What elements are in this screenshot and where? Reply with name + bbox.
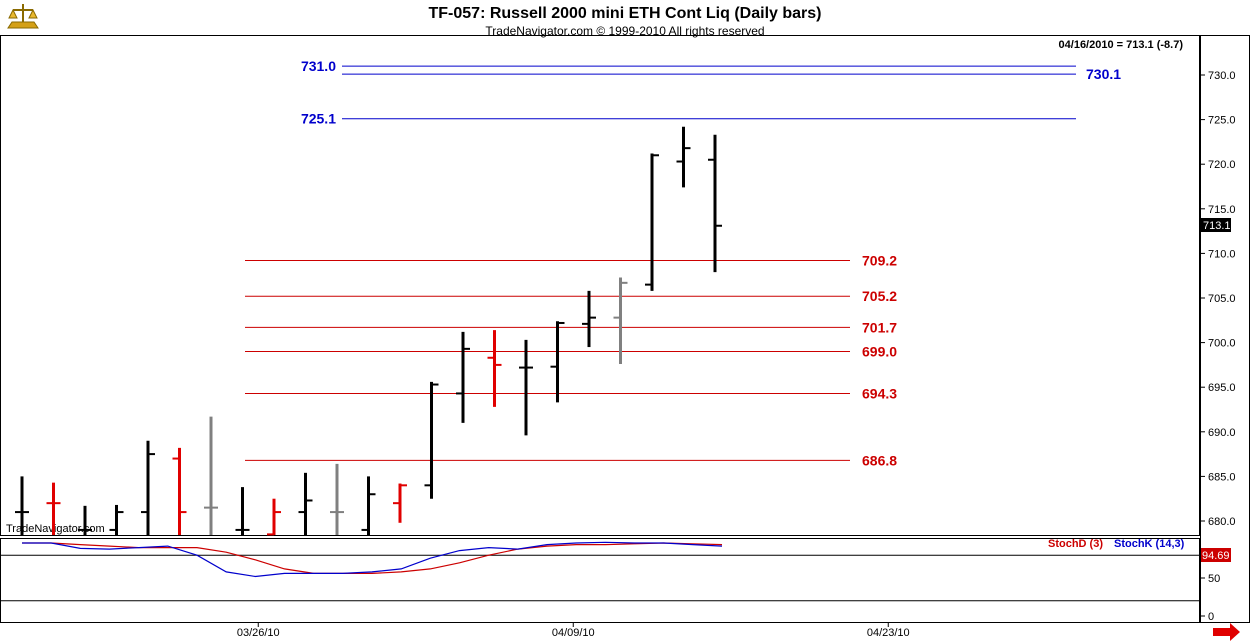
y-tick-label: 700.0	[1208, 338, 1236, 350]
y-tick-label: 725.0	[1208, 115, 1236, 127]
last-price-label: 713.1	[1203, 220, 1231, 232]
x-tick-label: 03/26/10	[237, 627, 280, 639]
x-tick-label: 04/09/10	[552, 627, 595, 639]
level-label: 730.1	[1086, 66, 1121, 82]
scroll-right-arrow-icon[interactable]	[1213, 623, 1240, 641]
ohlc-bar	[109, 504, 124, 535]
tradenavigator-logo-icon	[7, 4, 39, 29]
ohlc-bar	[487, 330, 502, 407]
y-tick-label: 695.0	[1208, 382, 1236, 394]
y-tick-label: 680.0	[1208, 516, 1236, 528]
ohlc-bar	[613, 277, 628, 365]
ohlc-bar	[15, 476, 29, 535]
last-price-marker	[1201, 218, 1231, 232]
stoch-y-tick-label: 0	[1208, 611, 1214, 623]
y-tick-label: 685.0	[1208, 471, 1236, 483]
ohlc-bar	[361, 476, 376, 535]
price-axis	[1200, 35, 1250, 623]
ohlc-bar	[298, 472, 313, 535]
y-tick-label: 720.0	[1208, 159, 1236, 171]
ohlc-bar	[46, 482, 61, 535]
ohlc-bar	[393, 483, 407, 523]
level-label: 731.0	[301, 58, 336, 74]
y-tick-label: 715.0	[1208, 204, 1236, 216]
y-tick-label: 710.0	[1208, 248, 1236, 260]
stoch-legend-entry: StochD (3)	[1048, 538, 1103, 550]
ohlc-bar	[78, 505, 92, 535]
ohlc-bar	[456, 331, 470, 423]
chart-title: TF-057: Russell 2000 mini ETH Cont Liq (…	[429, 5, 822, 22]
ohlc-bar	[330, 463, 344, 535]
ohlc-bar	[550, 321, 565, 403]
level-label: 686.8	[862, 452, 897, 468]
y-tick-label: 690.0	[1208, 427, 1236, 439]
stoch-value-label: 94.69	[1202, 550, 1230, 562]
level-label: 725.1	[301, 111, 336, 127]
ohlc-bar	[645, 153, 659, 291]
ohlc-bar	[172, 447, 187, 535]
stoch-y-tick-label: 50	[1208, 573, 1220, 585]
level-label: 694.3	[862, 385, 897, 401]
stoch-value-marker	[1201, 548, 1231, 562]
ohlc-bar	[235, 487, 250, 535]
level-label: 701.7	[862, 319, 897, 335]
level-label: 705.2	[862, 288, 897, 304]
quote-readout: 04/16/2010 = 713.1 (-8.7)	[1059, 39, 1184, 51]
stoch-legend-entry: StochK (14,3)	[1114, 538, 1185, 550]
ohlc-bar	[141, 440, 155, 535]
ohlc-bar	[424, 381, 439, 499]
ohlc-bar	[267, 498, 281, 536]
watermark: TradeNavigator.com	[6, 523, 105, 535]
stoch-series-line	[22, 541, 723, 578]
ohlc-bar	[708, 134, 722, 273]
stochastic-panel	[0, 538, 1200, 623]
level-label: 699.0	[862, 344, 897, 360]
y-tick-label: 730.0	[1208, 70, 1236, 82]
ohlc-bar	[204, 416, 218, 535]
ohlc-bar	[676, 126, 691, 188]
x-tick-label: 04/23/10	[867, 627, 910, 639]
ohlc-bar	[582, 290, 596, 348]
ohlc-bar	[519, 339, 533, 436]
level-label: 709.2	[862, 253, 897, 269]
copyright-text: TradeNavigator.com © 1999-2010 All right…	[485, 24, 764, 38]
y-tick-label: 705.0	[1208, 293, 1236, 305]
